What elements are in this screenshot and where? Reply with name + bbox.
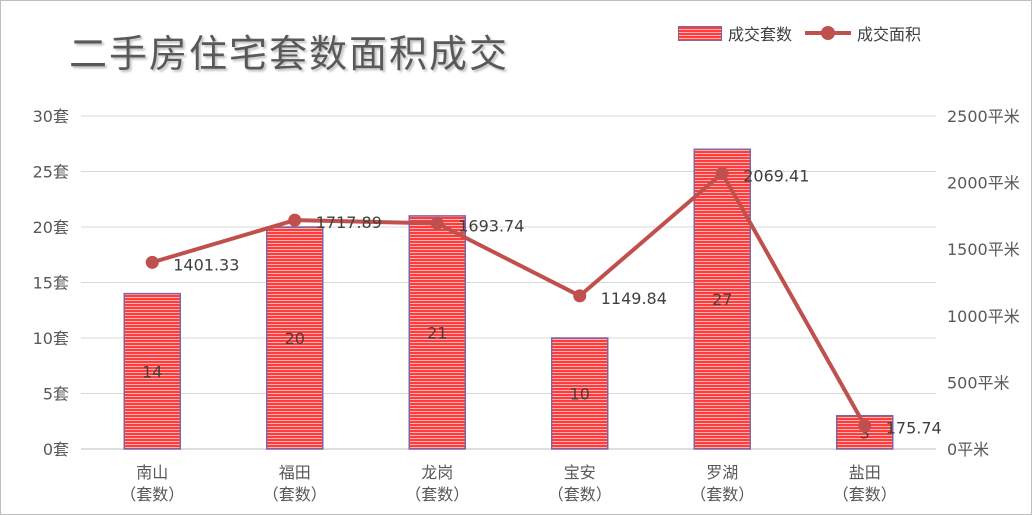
right-tick-label-2: 1000平米	[947, 307, 1020, 326]
x-axis: 南山（套数） 福田（套数） 龙岗（套数） 宝安（套数） 罗湖（套数） 盐田（套数）	[120, 463, 897, 504]
legend-item-bar: 成交套数	[678, 21, 792, 45]
right-axis: 0平米 500平米 1000平米 1500平米 2000平米 2500平米	[947, 107, 1020, 459]
bar-label-5: 3	[860, 423, 870, 442]
legend-item-line: 成交面积	[805, 21, 921, 45]
bar-label-0: 14	[142, 362, 162, 381]
left-tick-label-3: 15套	[33, 274, 69, 293]
bar-label-3: 10	[570, 385, 590, 404]
bar-data-labels: 14 20 21 10 27 3	[142, 290, 870, 442]
line-data-labels: 1401.33 1717.89 1693.74 1149.84 2069.41 175.7…	[173, 166, 941, 437]
left-tick-label-4: 20套	[33, 218, 69, 237]
line-label-4: 2069.41	[743, 166, 809, 185]
x-tick-label-1: 福田（套数）	[263, 463, 327, 504]
bar-series	[123, 148, 894, 450]
line-point-3	[573, 289, 587, 303]
line-label-2: 1693.74	[458, 216, 524, 235]
bar-0	[123, 292, 181, 450]
x-tick-label-5: 盐田（套数）	[833, 463, 897, 504]
left-tick-label-1: 5套	[43, 385, 69, 404]
left-tick-label-5: 25套	[33, 163, 69, 182]
bar-label-2: 21	[427, 323, 447, 342]
chart-title: 二手房住宅套数面积成交	[69, 32, 510, 76]
right-tick-label-4: 2000平米	[947, 174, 1020, 193]
x-tick-label-2: 龙岗（套数）	[405, 463, 469, 504]
line-series	[145, 166, 872, 433]
left-tick-label-6: 30套	[33, 107, 69, 126]
series-line	[151, 171, 867, 427]
gridlines	[81, 115, 936, 450]
right-tick-label-1: 500平米	[947, 373, 1010, 392]
line-point-4	[715, 166, 729, 180]
legend-line-swatch	[805, 26, 851, 40]
left-axis: 0套 5套 10套 15套 20套 25套 30套	[33, 107, 69, 459]
legend-bar-swatch	[678, 25, 722, 41]
x-tick-label-0: 南山（套数）	[120, 463, 184, 504]
legend-label-bar: 成交套数	[728, 25, 793, 44]
line-point-5	[858, 419, 872, 433]
bar-1	[266, 226, 324, 450]
bar-4	[693, 148, 751, 450]
legend-label-line: 成交面积	[857, 25, 922, 44]
line-label-3: 1149.84	[601, 289, 667, 308]
line-point-1	[288, 213, 302, 227]
bar-2	[408, 215, 466, 450]
right-tick-label-5: 2500平米	[947, 107, 1020, 126]
left-tick-label-2: 10套	[33, 329, 69, 348]
left-tick-label-0: 0套	[43, 440, 69, 459]
line-label-1: 1717.89	[316, 213, 382, 232]
x-tick-label-3: 宝安（套数）	[548, 463, 612, 504]
bar-label-1: 20	[285, 329, 305, 348]
bar-label-4: 27	[712, 290, 732, 309]
x-tick-label-4: 罗湖（套数）	[690, 463, 754, 504]
bar-3	[551, 337, 609, 450]
right-tick-label-3: 1500平米	[947, 240, 1020, 259]
line-point-2	[430, 216, 444, 230]
right-tick-label-0: 0平米	[947, 440, 989, 459]
line-label-5: 175.74	[886, 419, 942, 438]
line-point-0	[145, 255, 159, 269]
line-label-0: 1401.33	[173, 255, 239, 274]
